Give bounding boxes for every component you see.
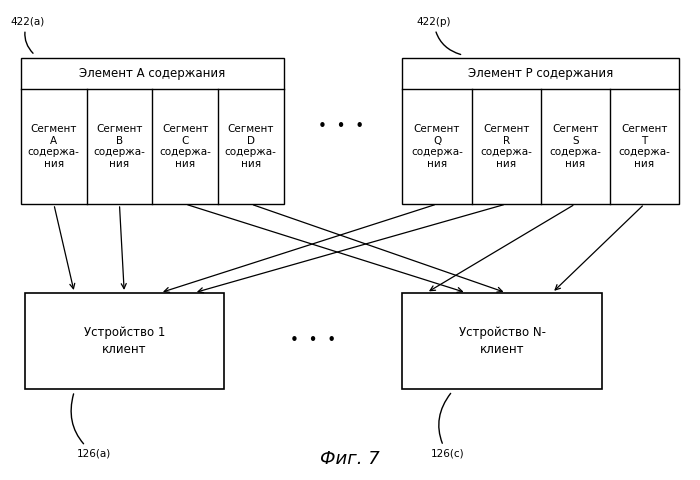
Bar [21,58,284,204]
Bar [402,58,679,204]
Text: •  •  •: • • • [290,333,336,348]
Text: 422(p): 422(p) [416,17,461,54]
Text: 126(a): 126(a) [71,394,111,458]
Text: 126(c): 126(c) [430,394,464,458]
Bar [25,293,224,389]
Text: 422(a): 422(a) [10,17,45,53]
Text: Сегмент
С
содержа-
ния: Сегмент С содержа- ния [159,124,211,169]
Text: Сегмент
А
содержа-
ния: Сегмент А содержа- ния [28,124,80,169]
Text: Сегмент
R
содержа-
ния: Сегмент R содержа- ния [480,124,532,169]
Text: Сегмент
S
содержа-
ния: Сегмент S содержа- ния [550,124,601,169]
Text: Сегмент
В
содержа-
ния: Сегмент В содержа- ния [94,124,146,169]
Bar [402,293,602,389]
Text: Элемент Р содержания: Элемент Р содержания [468,67,613,80]
Text: Устройство N-
клиент: Устройство N- клиент [458,326,546,356]
Text: Устройство 1
клиент: Устройство 1 клиент [83,326,165,356]
Text: Сегмент
Q
содержа-
ния: Сегмент Q содержа- ния [411,124,463,169]
Text: Элемент А содержания: Элемент А содержания [79,67,225,80]
Text: Сегмент
D
содержа-
ния: Сегмент D содержа- ния [225,124,276,169]
Text: Сегмент
T
содержа-
ния: Сегмент T содержа- ния [619,124,671,169]
Text: Фиг. 7: Фиг. 7 [320,450,380,468]
Text: •  •  •: • • • [318,119,364,133]
